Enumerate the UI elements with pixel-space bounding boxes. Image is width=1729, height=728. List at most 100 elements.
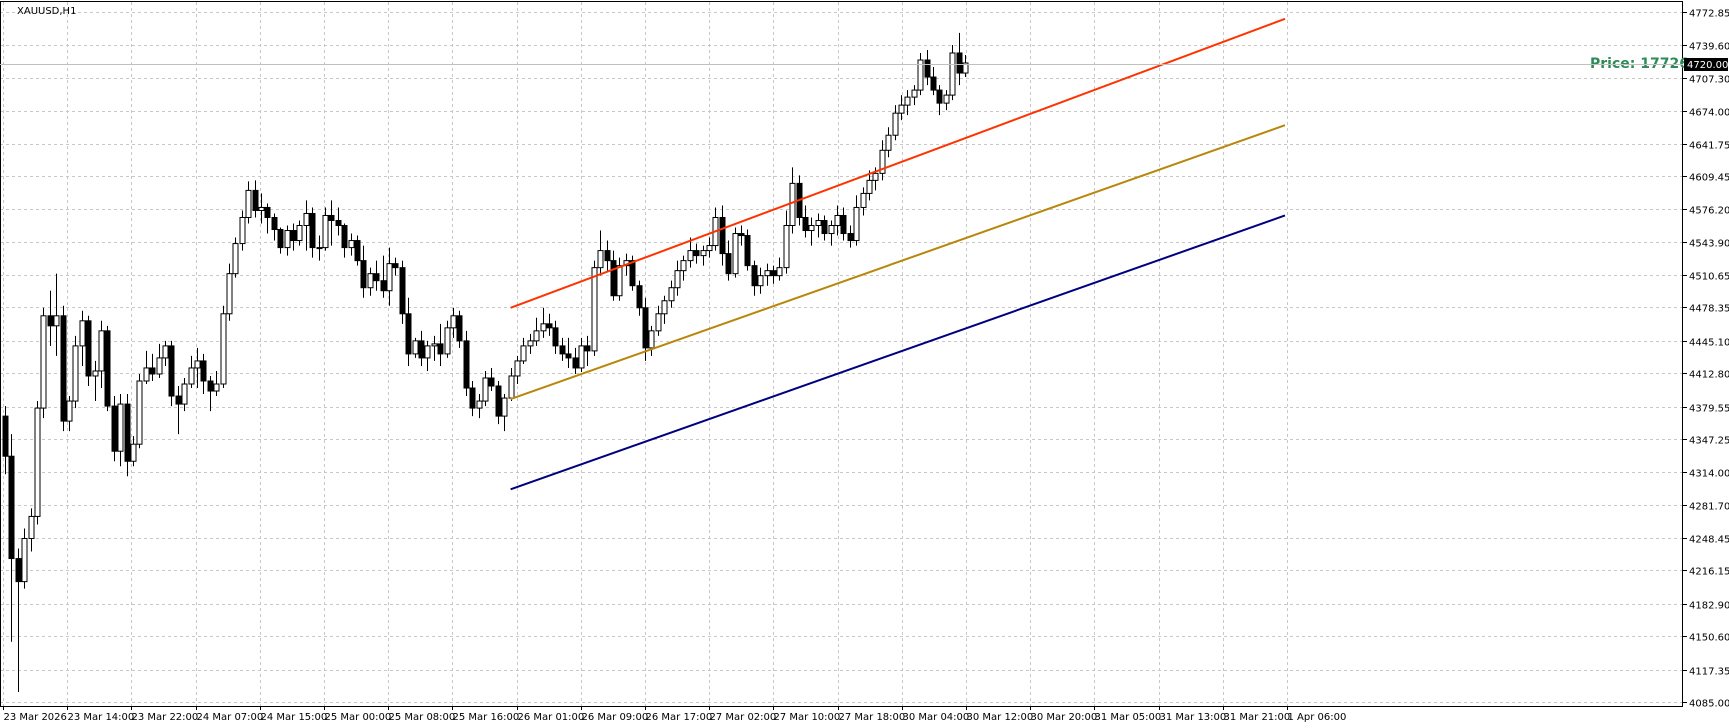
candle-bear xyxy=(277,229,284,249)
candle-bull xyxy=(296,225,303,242)
candle-bull xyxy=(648,330,655,349)
candle-bear xyxy=(252,189,259,211)
y-tick-label: 4117.35 xyxy=(1689,667,1729,678)
candle-bear xyxy=(290,230,297,242)
candle-bear xyxy=(584,345,591,352)
candle-bull xyxy=(904,96,911,106)
price-axis[interactable]: 4772.85 4739.60 4707.30 4674.00 4641.75 4609.… xyxy=(1683,9,1729,710)
candle-bear xyxy=(469,387,476,409)
candle-bear xyxy=(559,345,566,355)
x-tick-label: 23 Mar 2026 xyxy=(4,712,67,723)
y-tick-label: 4772.85 xyxy=(1689,9,1729,20)
current-price-marker xyxy=(1684,58,1728,71)
candle-bull xyxy=(527,340,534,347)
x-tick-label: 27 Mar 10:00 xyxy=(774,712,841,723)
x-tick-label: 30 Mar 20:00 xyxy=(1031,712,1098,723)
candle-bull xyxy=(783,225,790,269)
candle-bull xyxy=(92,370,99,377)
candle-bull xyxy=(853,206,860,242)
candle-bull xyxy=(40,315,47,409)
candle-bear xyxy=(15,558,22,583)
candle-bull xyxy=(79,320,86,347)
candle-bull xyxy=(245,189,252,218)
x-tick-label: 24 Mar 07:00 xyxy=(197,712,264,723)
x-tick-label: 25 Mar 08:00 xyxy=(389,712,456,723)
price-channel[interactable] xyxy=(510,17,1286,491)
y-tick-label: 4085.00 xyxy=(1689,699,1729,710)
candle-bear xyxy=(341,225,348,249)
channel-line-upper[interactable] xyxy=(510,17,1286,309)
candle-bull xyxy=(143,367,150,382)
candle-bear xyxy=(309,212,316,249)
candle-bear xyxy=(495,385,502,417)
candle-bull xyxy=(316,247,323,250)
candle-bull xyxy=(508,375,515,399)
candle-bull xyxy=(885,134,892,151)
x-tick-label: 30 Mar 12:00 xyxy=(967,712,1034,723)
candle-bull xyxy=(789,182,796,227)
y-tick-label: 4641.75 xyxy=(1689,141,1729,152)
candle-bull xyxy=(655,313,662,332)
candle-bull xyxy=(303,212,310,227)
channel-line-lower[interactable] xyxy=(510,214,1286,491)
candle-bear xyxy=(802,216,809,232)
x-tick-label: 31 Mar 05:00 xyxy=(1095,712,1162,723)
y-tick-label: 4674.00 xyxy=(1689,108,1729,119)
candle-bull xyxy=(917,59,924,91)
candle-bear xyxy=(168,345,175,397)
candle-bull xyxy=(700,250,707,257)
candle-bull xyxy=(520,345,527,362)
candle-bear xyxy=(399,267,406,315)
candle-bear xyxy=(572,357,579,369)
candle-bull xyxy=(348,240,355,249)
candle-bull xyxy=(232,243,239,275)
candle-bull xyxy=(616,265,623,297)
candle-bull xyxy=(66,400,73,422)
candle-bull xyxy=(322,214,329,249)
x-tick-label: 26 Mar 01:00 xyxy=(518,712,585,723)
candle-bull xyxy=(911,89,918,98)
candle-bear xyxy=(744,235,751,267)
y-tick-label: 4739.60 xyxy=(1689,42,1729,53)
candle-bear xyxy=(380,280,387,292)
candle-bear xyxy=(636,285,643,309)
candle-bull xyxy=(226,273,233,315)
candle-bull xyxy=(866,179,873,194)
y-tick-label: 4478.35 xyxy=(1689,304,1729,315)
candle-bull xyxy=(53,315,60,327)
x-tick-label: 30 Mar 04:00 xyxy=(903,712,970,723)
candle-bear xyxy=(629,260,636,287)
candle-bull xyxy=(476,400,483,409)
candle-bull xyxy=(860,192,867,208)
candle-bull xyxy=(386,263,393,292)
candle-bear xyxy=(149,367,156,375)
candle-bear xyxy=(207,380,214,392)
candle-bear xyxy=(930,76,937,91)
candle-bull xyxy=(949,52,956,96)
candle-bull xyxy=(239,216,246,245)
candle-bear xyxy=(124,403,131,462)
x-tick-label: 31 Mar 21:00 xyxy=(1224,712,1291,723)
candle-bull xyxy=(514,360,521,377)
candle-bear xyxy=(335,219,342,227)
y-tick-label: 4150.60 xyxy=(1689,633,1729,644)
candle-bear xyxy=(264,206,271,218)
candle-bull xyxy=(872,172,879,181)
x-tick-label: 25 Mar 00:00 xyxy=(325,712,392,723)
candle-bear xyxy=(604,250,611,262)
candle-bull xyxy=(661,300,668,315)
candle-bear xyxy=(956,52,963,74)
x-tick-label: 26 Mar 09:00 xyxy=(582,712,649,723)
candle-bull xyxy=(879,149,886,174)
y-tick-label: 4216.15 xyxy=(1689,567,1729,578)
candle-bear xyxy=(328,214,335,221)
grid-lines xyxy=(0,2,1683,706)
candle-bull xyxy=(213,383,220,392)
candle-bear xyxy=(719,216,726,255)
channel-line-middle[interactable] xyxy=(510,124,1286,400)
candle-bull xyxy=(808,225,815,232)
y-tick-label: 4379.55 xyxy=(1689,404,1729,415)
candle-bear xyxy=(847,233,854,242)
